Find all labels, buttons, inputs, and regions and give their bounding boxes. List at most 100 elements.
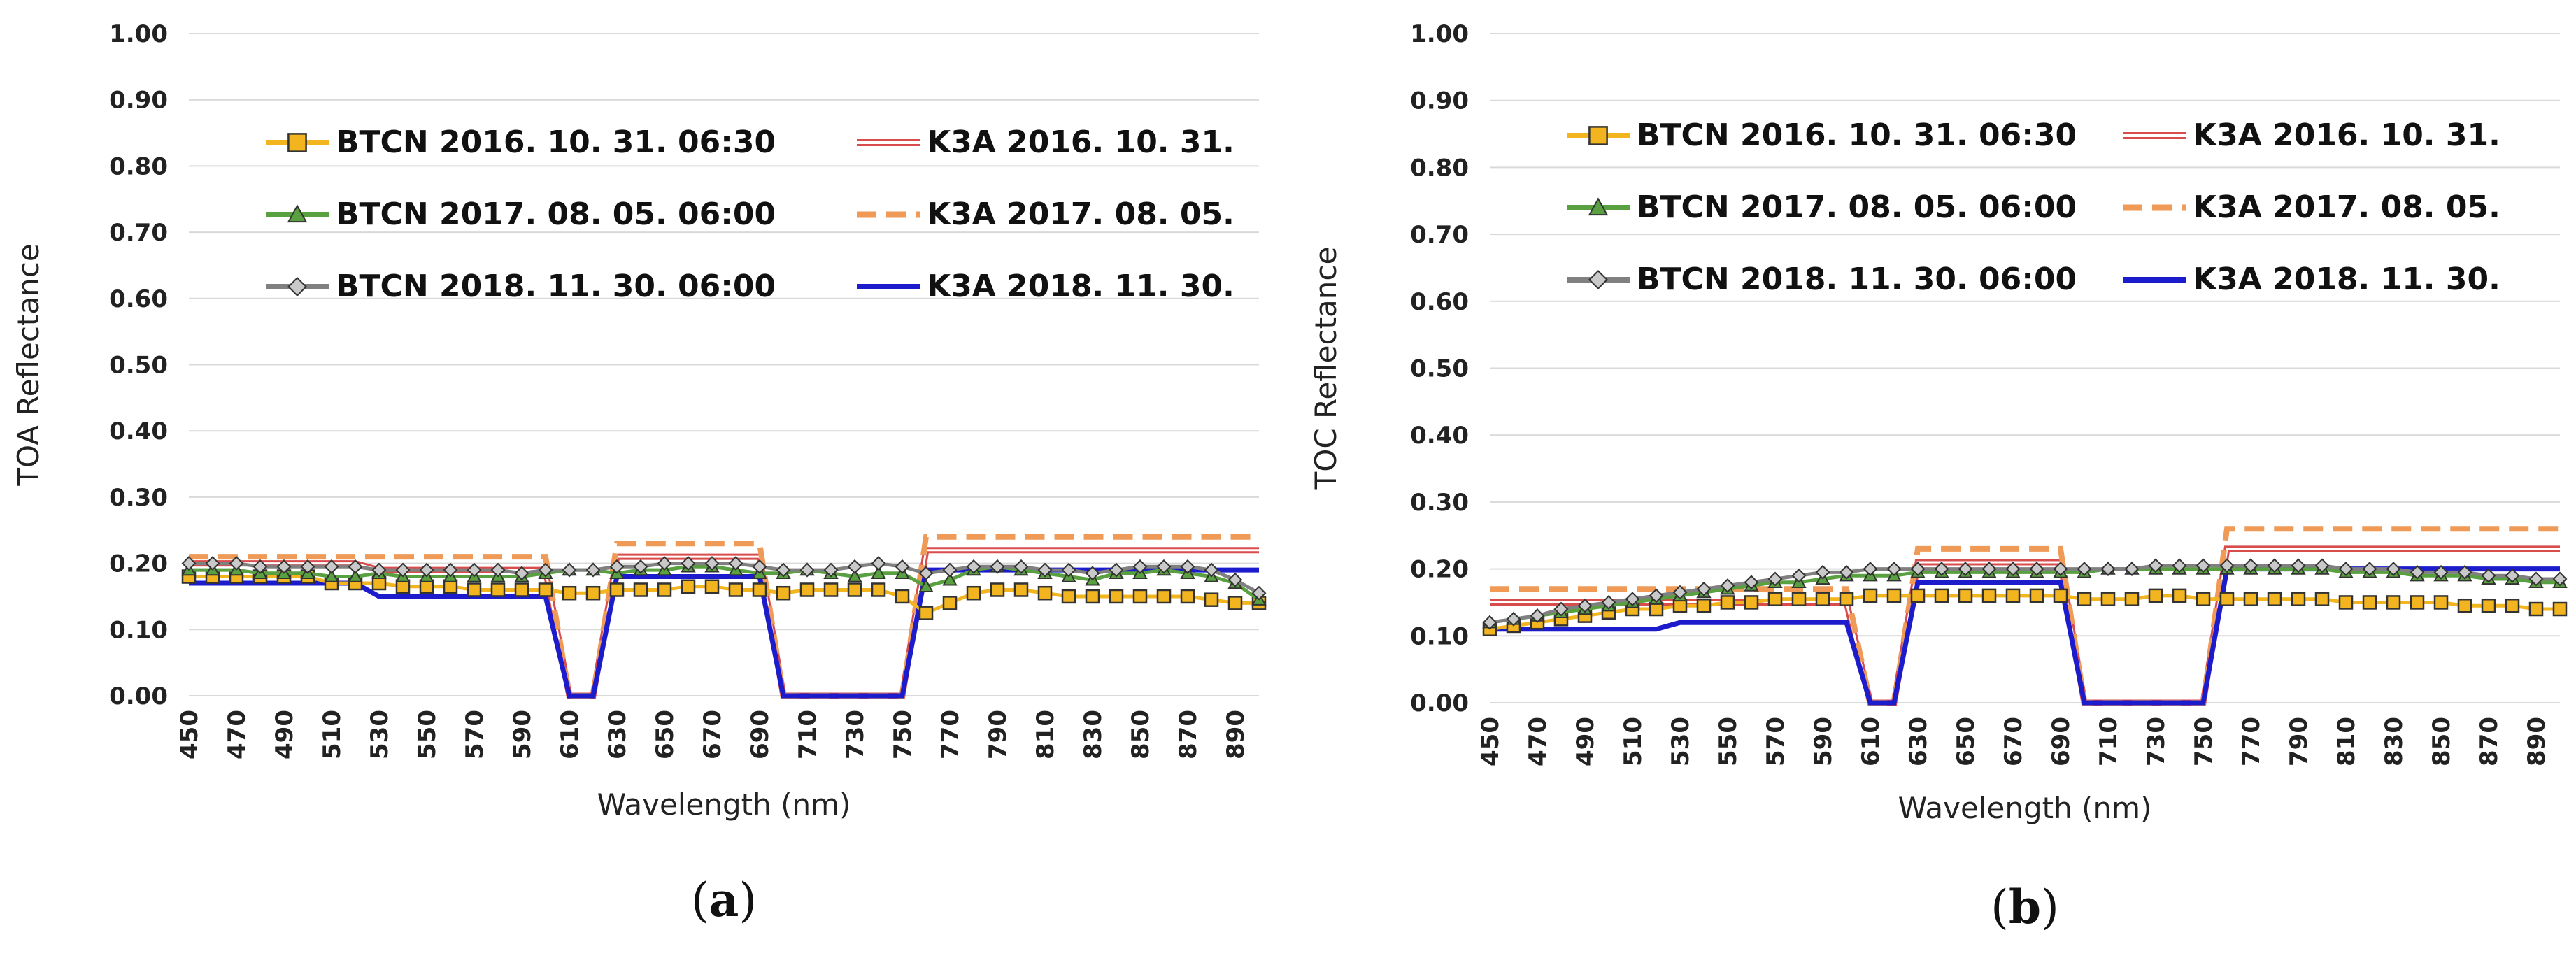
data-point xyxy=(871,582,886,597)
data-point xyxy=(2124,562,2140,577)
data-point xyxy=(490,562,506,578)
x-tick-label: 710 xyxy=(2095,717,2123,766)
data-point xyxy=(287,276,308,297)
x-tick-label: 890 xyxy=(2523,717,2551,766)
data-point xyxy=(467,582,482,597)
data-point xyxy=(2053,562,2068,577)
x-tick-label: 850 xyxy=(2428,717,2456,766)
data-point xyxy=(1981,562,1997,577)
data-point xyxy=(2291,558,2306,573)
x-tick-label: 470 xyxy=(223,710,251,759)
data-point xyxy=(1506,611,1521,627)
x-tick-label: 530 xyxy=(366,710,394,759)
data-point xyxy=(966,585,981,601)
data-point xyxy=(371,562,387,578)
x-tick-label: 830 xyxy=(2380,717,2408,766)
data-point xyxy=(2552,601,2568,617)
data-point xyxy=(2433,595,2449,610)
data-point xyxy=(1958,588,1973,603)
data-point xyxy=(1839,592,1854,606)
data-point xyxy=(514,582,529,597)
data-point xyxy=(2314,592,2330,606)
data-point xyxy=(966,559,981,574)
data-point xyxy=(1588,269,1609,290)
data-point xyxy=(514,566,529,581)
x-tick-label: 870 xyxy=(1174,710,1202,759)
data-point xyxy=(2196,558,2211,573)
data-point xyxy=(2219,558,2235,573)
legend-label: BTCN 2016. 10. 31. 06:30 xyxy=(1637,117,2077,153)
data-point xyxy=(1530,608,1545,624)
data-point xyxy=(1132,559,1148,574)
data-point xyxy=(2457,598,2472,613)
x-tick-label: 810 xyxy=(1032,710,1060,759)
legend-label: K3A 2016. 10. 31. xyxy=(927,124,1234,160)
data-point xyxy=(2528,571,2544,587)
data-point xyxy=(871,556,886,571)
panel-caption: (a) xyxy=(691,873,757,927)
data-point xyxy=(1886,588,1902,603)
y-tick-label: 0.30 xyxy=(1410,489,1469,517)
x-tick-label: 570 xyxy=(461,710,489,759)
data-point xyxy=(681,579,696,594)
x-axis-label: Wavelength (nm) xyxy=(1898,791,2152,825)
series-line xyxy=(1490,526,2560,706)
data-point xyxy=(942,572,958,586)
legend-item: BTCN 2018. 11. 30. 06:00 xyxy=(1567,262,2077,297)
data-point xyxy=(1109,562,1124,578)
data-point xyxy=(1720,595,1735,610)
x-tick-label: 750 xyxy=(889,710,917,759)
x-tick-label: 630 xyxy=(604,710,632,759)
legend-item: K3A 2017. 08. 05. xyxy=(2123,190,2500,225)
x-tick-label: 730 xyxy=(2142,717,2170,766)
data-point xyxy=(1204,562,1219,578)
data-point xyxy=(2267,592,2282,606)
x-tick-label: 790 xyxy=(2285,717,2313,766)
data-point xyxy=(419,562,434,578)
data-point xyxy=(287,204,308,223)
x-tick-label: 530 xyxy=(1667,717,1695,766)
data-point xyxy=(2005,562,2021,577)
legend-item: BTCN 2016. 10. 31. 06:30 xyxy=(1567,117,2077,153)
data-point xyxy=(1791,592,1807,606)
series-line xyxy=(189,564,1260,601)
data-point xyxy=(1109,589,1124,604)
x-tick-label: 510 xyxy=(1619,717,1647,766)
x-tick-label: 870 xyxy=(2475,717,2503,766)
data-point xyxy=(2172,558,2187,573)
data-point xyxy=(799,582,815,597)
data-point xyxy=(324,569,339,582)
data-point xyxy=(2077,562,2092,577)
x-tick-label: 750 xyxy=(2190,717,2218,766)
x-tick-label: 550 xyxy=(413,710,441,759)
data-point xyxy=(2410,564,2425,580)
data-point xyxy=(1696,581,1712,596)
data-point xyxy=(2410,595,2425,610)
data-point xyxy=(1013,582,1029,597)
x-tick-label: 850 xyxy=(1127,710,1155,759)
y-axis-label: TOC Reflectance xyxy=(1309,247,1343,491)
data-point xyxy=(2338,562,2354,577)
data-point xyxy=(1696,598,1712,613)
data-point xyxy=(2148,558,2163,573)
data-point xyxy=(1934,588,1949,603)
data-point xyxy=(918,566,934,581)
x-tick-label: 610 xyxy=(556,710,584,759)
data-point xyxy=(1815,592,1830,606)
x-tick-label: 810 xyxy=(2333,717,2361,766)
data-point xyxy=(1227,572,1243,587)
legend-label: K3A 2017. 08. 05. xyxy=(2193,190,2500,225)
data-point xyxy=(1649,588,1664,603)
data-point xyxy=(1910,562,1926,577)
data-point xyxy=(1744,595,1759,610)
data-point xyxy=(2505,598,2520,613)
series-btcn-2018 xyxy=(181,556,1267,601)
data-point xyxy=(538,562,553,578)
legend: BTCN 2016. 10. 31. 06:30 K3A 2016. 10. 31… xyxy=(266,124,1234,304)
data-point xyxy=(490,582,506,597)
data-point xyxy=(2124,592,2140,606)
data-point xyxy=(1767,571,1783,587)
data-point xyxy=(776,585,791,601)
data-point xyxy=(823,582,839,597)
